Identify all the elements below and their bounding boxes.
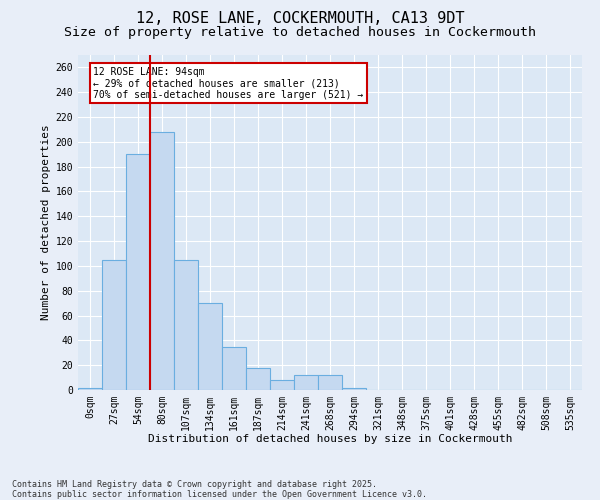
Bar [78, 388, 102, 390]
Text: Size of property relative to detached houses in Cockermouth: Size of property relative to detached ho… [64, 26, 536, 39]
Bar [246, 368, 270, 390]
Bar [198, 303, 222, 390]
Bar [294, 375, 318, 390]
Y-axis label: Number of detached properties: Number of detached properties [41, 124, 52, 320]
Text: 12 ROSE LANE: 94sqm
← 29% of detached houses are smaller (213)
70% of semi-detac: 12 ROSE LANE: 94sqm ← 29% of detached ho… [93, 66, 364, 100]
Bar [222, 346, 246, 390]
Bar [318, 375, 342, 390]
Text: 12, ROSE LANE, COCKERMOUTH, CA13 9DT: 12, ROSE LANE, COCKERMOUTH, CA13 9DT [136, 11, 464, 26]
Text: Contains HM Land Registry data © Crown copyright and database right 2025.
Contai: Contains HM Land Registry data © Crown c… [12, 480, 427, 499]
Bar [102, 260, 126, 390]
Bar [150, 132, 174, 390]
Bar [126, 154, 150, 390]
Bar [270, 380, 294, 390]
Bar [342, 388, 366, 390]
X-axis label: Distribution of detached houses by size in Cockermouth: Distribution of detached houses by size … [148, 434, 512, 444]
Bar [174, 260, 198, 390]
